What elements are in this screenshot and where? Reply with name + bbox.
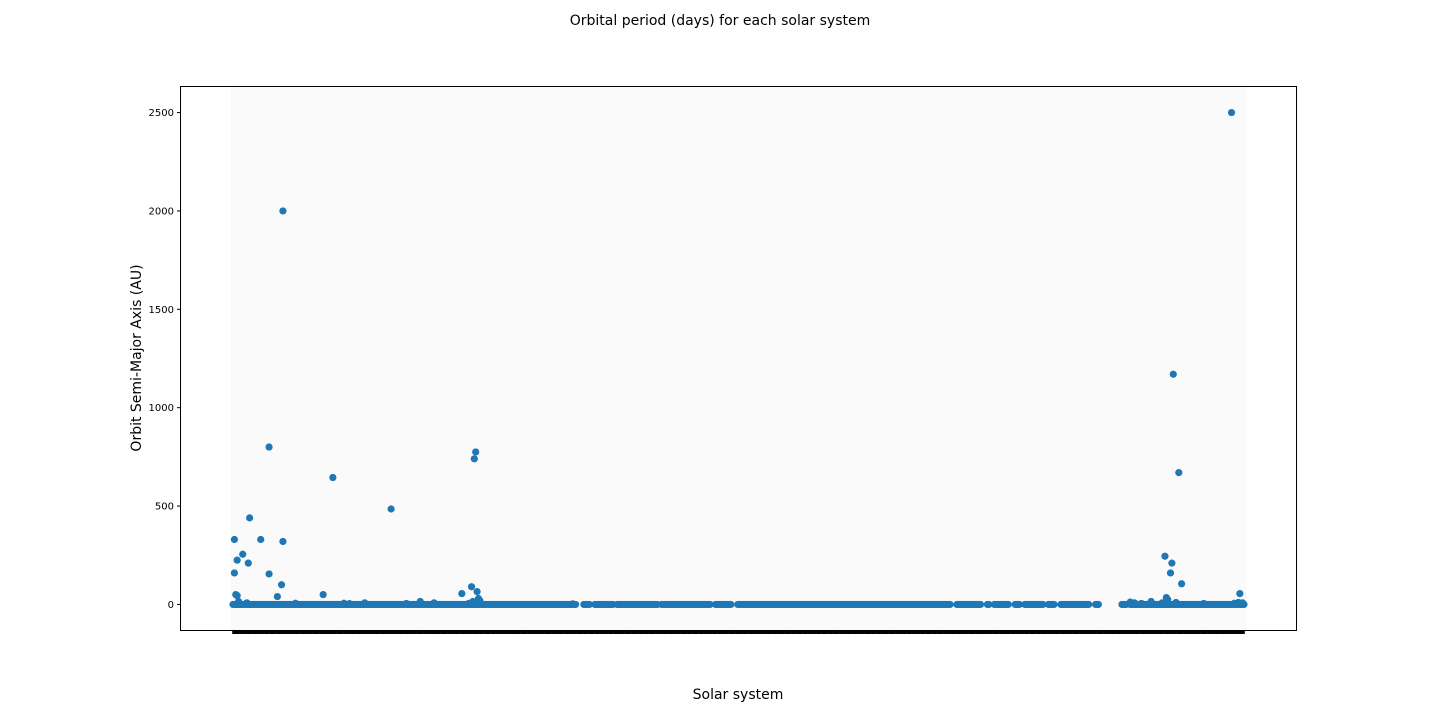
data-point	[1236, 590, 1244, 598]
data-point	[273, 592, 281, 601]
data-point	[1164, 595, 1172, 604]
data-point	[1130, 599, 1139, 607]
data-point	[1094, 600, 1102, 609]
data-point	[1161, 552, 1169, 560]
points-layer	[229, 108, 1248, 609]
data-point	[277, 581, 286, 589]
y-axis-ticks: 0 500 1000 1500 2000 2500	[149, 108, 181, 611]
x-axis-ticks	[232, 630, 1245, 634]
data-point	[585, 600, 594, 609]
y-tick-label: 500	[155, 502, 174, 513]
data-point	[727, 600, 735, 609]
data-point	[361, 599, 369, 607]
data-point	[430, 599, 438, 607]
data-region-background	[231, 87, 1246, 630]
data-point	[345, 600, 354, 608]
data-point	[244, 559, 252, 567]
data-point	[239, 550, 247, 558]
data-point	[1200, 599, 1208, 608]
data-point	[402, 599, 410, 608]
data-point	[569, 600, 577, 608]
data-point	[1169, 370, 1177, 378]
data-point	[257, 535, 265, 544]
data-point	[233, 591, 241, 600]
data-point	[1147, 597, 1155, 606]
data-point	[946, 600, 954, 609]
data-point	[1015, 600, 1023, 609]
data-point	[1137, 599, 1145, 608]
data-point	[976, 600, 985, 609]
data-point	[246, 514, 254, 522]
data-point	[340, 599, 348, 607]
data-point	[1039, 600, 1047, 609]
data-point	[476, 596, 484, 605]
data-point	[1177, 580, 1186, 588]
y-tick-label: 2500	[149, 108, 174, 119]
data-point	[265, 570, 273, 578]
data-point	[1239, 599, 1247, 607]
data-point	[279, 207, 287, 215]
data-point	[1050, 600, 1058, 609]
data-point	[1085, 600, 1093, 609]
data-point	[243, 599, 251, 607]
data-point	[473, 588, 481, 596]
y-tick-label: 1000	[149, 403, 174, 414]
data-point	[470, 455, 478, 463]
data-point	[1004, 600, 1012, 609]
y-tick-label: 2000	[149, 206, 174, 217]
data-point	[1168, 559, 1176, 567]
data-point	[985, 600, 993, 609]
data-point	[230, 569, 238, 577]
data-point	[329, 473, 337, 482]
data-point	[706, 600, 714, 609]
data-point	[230, 535, 238, 544]
data-point	[467, 583, 476, 591]
data-point	[291, 599, 300, 607]
data-point	[469, 597, 477, 606]
data-point	[1158, 599, 1166, 607]
data-point	[416, 597, 424, 606]
data-point	[1227, 108, 1236, 117]
data-point	[1175, 469, 1183, 477]
y-tick-label: 1500	[149, 305, 174, 316]
data-point	[265, 443, 273, 451]
data-point	[1166, 569, 1175, 577]
data-point	[279, 537, 287, 546]
y-tick-label: 0	[168, 600, 174, 611]
data-point	[472, 448, 480, 456]
data-point	[1172, 598, 1180, 607]
data-point	[233, 556, 241, 564]
data-point	[387, 505, 395, 513]
x-axis-label: Solar system	[693, 687, 784, 703]
chart-title: Orbital period (days) for each solar sys…	[570, 13, 871, 29]
data-point	[458, 590, 466, 598]
data-point	[236, 599, 244, 608]
data-point	[319, 590, 327, 599]
plot-area: 0 500 1000 1500 2000 2500	[149, 86, 1297, 634]
y-axis-label: Orbit Semi-Major Axis (AU)	[129, 264, 145, 451]
